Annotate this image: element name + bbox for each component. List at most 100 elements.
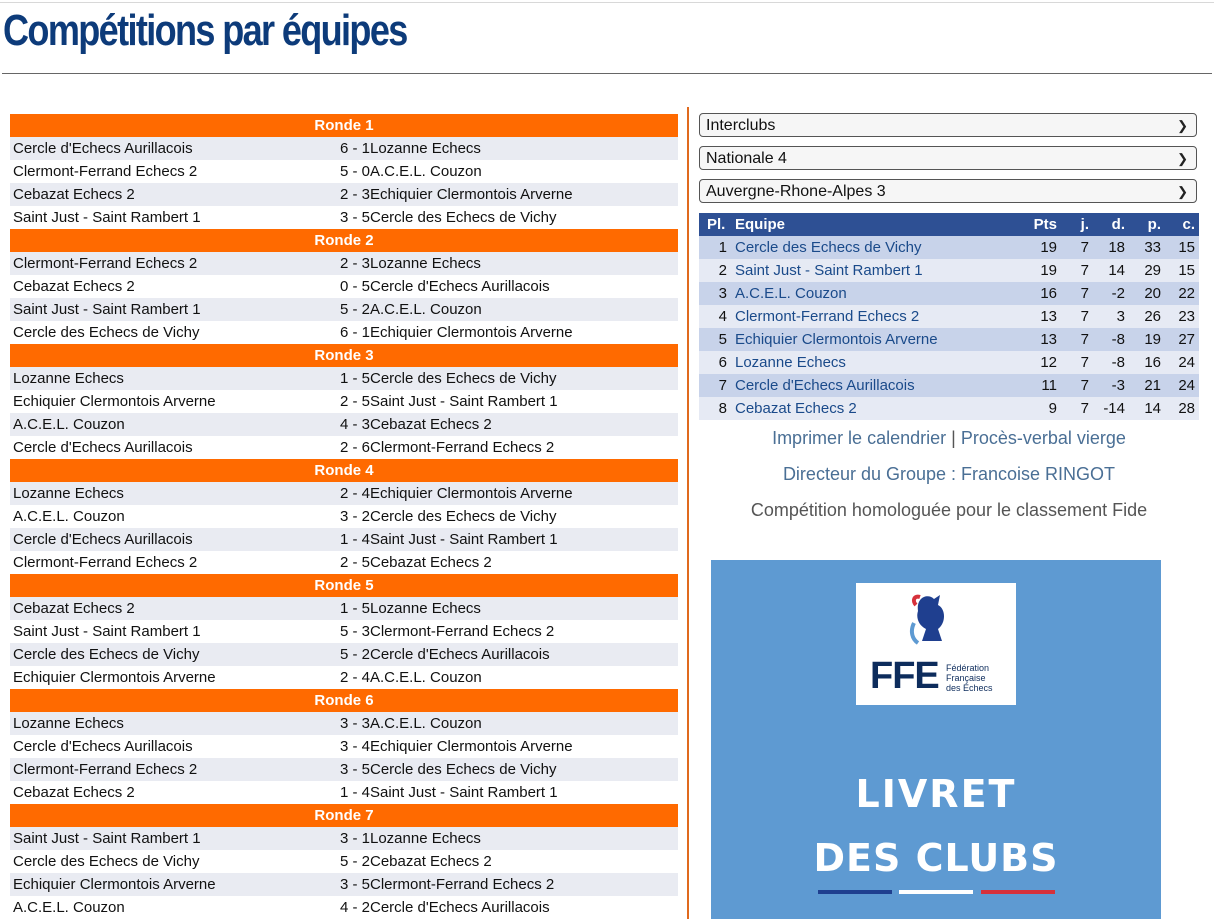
match-score: 3 - 1 — [339, 830, 370, 847]
standing-against: 24 — [1165, 374, 1199, 397]
col-p: p. — [1129, 213, 1165, 236]
match-home-team: A.C.E.L. Couzon — [13, 899, 125, 916]
team-link[interactable]: Cercle d'Echecs Aurillacois — [735, 377, 915, 394]
match-score: 4 - 3 — [339, 416, 370, 433]
director-link[interactable]: Directeur du Groupe : Francoise RINGOT — [782, 464, 1116, 484]
match-score: 2 - 4 — [339, 669, 370, 686]
print-calendar-link[interactable]: Imprimer le calendrier — [772, 428, 947, 448]
round-header: Ronde 6 — [10, 689, 678, 712]
match-away-team: Cebazat Echecs 2 — [370, 853, 492, 870]
fide-note: Compétition homologuée pour le classemen… — [750, 500, 1148, 520]
standing-team: A.C.E.L. Couzon — [731, 282, 1019, 305]
team-link[interactable]: A.C.E.L. Couzon — [735, 285, 847, 302]
standings-row: 1 Cercle des Echecs de Vichy 19 7 18 33 15 — [699, 236, 1199, 259]
match-away-team: Cercle des Echecs de Vichy — [370, 761, 557, 778]
match-score: 2 - 3 — [339, 186, 370, 203]
standing-points: 12 — [1019, 351, 1061, 374]
team-link[interactable]: Saint Just - Saint Rambert 1 — [735, 262, 923, 279]
match-away-team: Cercle d'Echecs Aurillacois — [370, 899, 550, 916]
match-away-team: Echiquier Clermontois Arverne — [370, 324, 573, 341]
blank-report-link[interactable]: Procès-verbal vierge — [960, 428, 1126, 448]
division-select-value: Nationale 4 — [706, 150, 787, 167]
group-select[interactable]: Auvergne-Rhone-Alpes 3 ❯ — [699, 179, 1197, 203]
division-select[interactable]: Nationale 4 ❯ — [699, 146, 1197, 170]
standings-header-row: Pl. Equipe Pts j. d. p. c. — [699, 213, 1199, 236]
match-away-team: Saint Just - Saint Rambert 1 — [370, 393, 558, 410]
match-score: 5 - 2 — [339, 853, 370, 870]
match-home-team: Cercle des Echecs de Vichy — [13, 853, 200, 870]
match-away-team: Clermont-Ferrand Echecs 2 — [370, 439, 555, 456]
match-score: 3 - 3 — [339, 715, 370, 732]
standing-for: 16 — [1129, 351, 1165, 374]
match-row: Saint Just - Saint Rambert 1 5 - 2 A.C.E.L… — [10, 298, 678, 321]
match-row: Saint Just - Saint Rambert 1 3 - 1 Lozanne… — [10, 827, 678, 850]
standing-points: 13 — [1019, 305, 1061, 328]
match-row: Cebazat Echecs 2 0 - 5 Cercle d'Echecs Aur… — [10, 275, 678, 298]
standing-played: 7 — [1061, 397, 1093, 420]
stripe-blue — [818, 890, 892, 894]
col-d: d. — [1093, 213, 1129, 236]
team-link[interactable]: Lozanne Echecs — [735, 354, 846, 371]
standing-against: 15 — [1165, 236, 1199, 259]
round-header: Ronde 7 — [10, 804, 678, 827]
stripe-red — [981, 890, 1055, 894]
team-link[interactable]: Clermont-Ferrand Echecs 2 — [735, 308, 920, 325]
match-row: Cercle des Echecs de Vichy 5 - 2 Cebazat E… — [10, 850, 678, 873]
match-score: 1 - 5 — [339, 600, 370, 617]
standing-rank: 8 — [699, 397, 731, 420]
match-score: 0 - 5 — [339, 278, 370, 295]
match-home-team: Clermont-Ferrand Echecs 2 — [13, 761, 198, 778]
match-row: Cebazat Echecs 2 2 - 3 Echiquier Clermonto… — [10, 183, 678, 206]
round-header: Ronde 5 — [10, 574, 678, 597]
match-home-team: Cercle des Echecs de Vichy — [13, 646, 200, 663]
standing-points: 19 — [1019, 259, 1061, 282]
round-header: Ronde 1 — [10, 114, 678, 137]
match-home-team: Echiquier Clermontois Arverne — [13, 876, 216, 893]
standing-team: Clermont-Ferrand Echecs 2 — [731, 305, 1019, 328]
standing-for: 20 — [1129, 282, 1165, 305]
match-away-team: Echiquier Clermontois Arverne — [370, 485, 573, 502]
standing-points: 19 — [1019, 236, 1061, 259]
match-score: 5 - 3 — [339, 623, 370, 640]
match-row: Clermont-Ferrand Echecs 2 5 - 0 A.C.E.L. C… — [10, 160, 678, 183]
standing-for: 21 — [1129, 374, 1165, 397]
match-score: 1 - 4 — [339, 531, 370, 548]
match-row: Cercle des Echecs de Vichy 6 - 1 Echiquier… — [10, 321, 678, 344]
ffe-logo: FFE Fédération Française des Échecs — [856, 583, 1016, 705]
match-away-team: Cebazat Echecs 2 — [370, 416, 492, 433]
ffe-logo-subtitle: Fédération Française des Échecs — [946, 663, 993, 693]
match-score: 2 - 4 — [339, 485, 370, 502]
match-row: Cebazat Echecs 2 1 - 5 Lozanne Echecs — [10, 597, 678, 620]
standing-played: 7 — [1061, 374, 1093, 397]
team-link[interactable]: Cebazat Echecs 2 — [735, 400, 857, 417]
standing-played: 7 — [1061, 259, 1093, 282]
match-row: Cercle des Echecs de Vichy 5 - 2 Cercle d'… — [10, 643, 678, 666]
livret-des-clubs-banner[interactable]: FFE Fédération Française des Échecs LIVR… — [711, 560, 1161, 919]
standing-against: 28 — [1165, 397, 1199, 420]
director-line: Directeur du Groupe : Francoise RINGOT — [699, 464, 1199, 485]
match-home-team: Saint Just - Saint Rambert 1 — [13, 209, 201, 226]
standing-rank: 5 — [699, 328, 731, 351]
calendar-links: Imprimer le calendrier | Procès-verbal v… — [699, 428, 1199, 449]
match-away-team: Echiquier Clermontois Arverne — [370, 186, 573, 203]
standing-played: 7 — [1061, 305, 1093, 328]
match-row: Clermont-Ferrand Echecs 2 3 - 5 Cercle des… — [10, 758, 678, 781]
match-score: 5 - 2 — [339, 301, 370, 318]
match-home-team: Lozanne Echecs — [13, 485, 124, 502]
competition-select[interactable]: Interclubs ❯ — [699, 113, 1197, 137]
round-header: Ronde 4 — [10, 459, 678, 482]
team-link[interactable]: Cercle des Echecs de Vichy — [735, 239, 922, 256]
ffe-logo-text: FFE — [870, 655, 940, 697]
match-away-team: Lozanne Echecs — [370, 830, 481, 847]
match-away-team: Echiquier Clermontois Arverne — [370, 738, 573, 755]
team-link[interactable]: Echiquier Clermontois Arverne — [735, 331, 938, 348]
match-row: Saint Just - Saint Rambert 1 5 - 3 Clermon… — [10, 620, 678, 643]
standing-points: 11 — [1019, 374, 1061, 397]
match-score: 5 - 2 — [339, 646, 370, 663]
standing-points: 9 — [1019, 397, 1061, 420]
standing-points: 13 — [1019, 328, 1061, 351]
standing-team: Saint Just - Saint Rambert 1 — [731, 259, 1019, 282]
standings-row: 8 Cebazat Echecs 2 9 7 -14 14 28 — [699, 397, 1199, 420]
match-row: Lozanne Echecs 2 - 4 Echiquier Clermontois… — [10, 482, 678, 505]
